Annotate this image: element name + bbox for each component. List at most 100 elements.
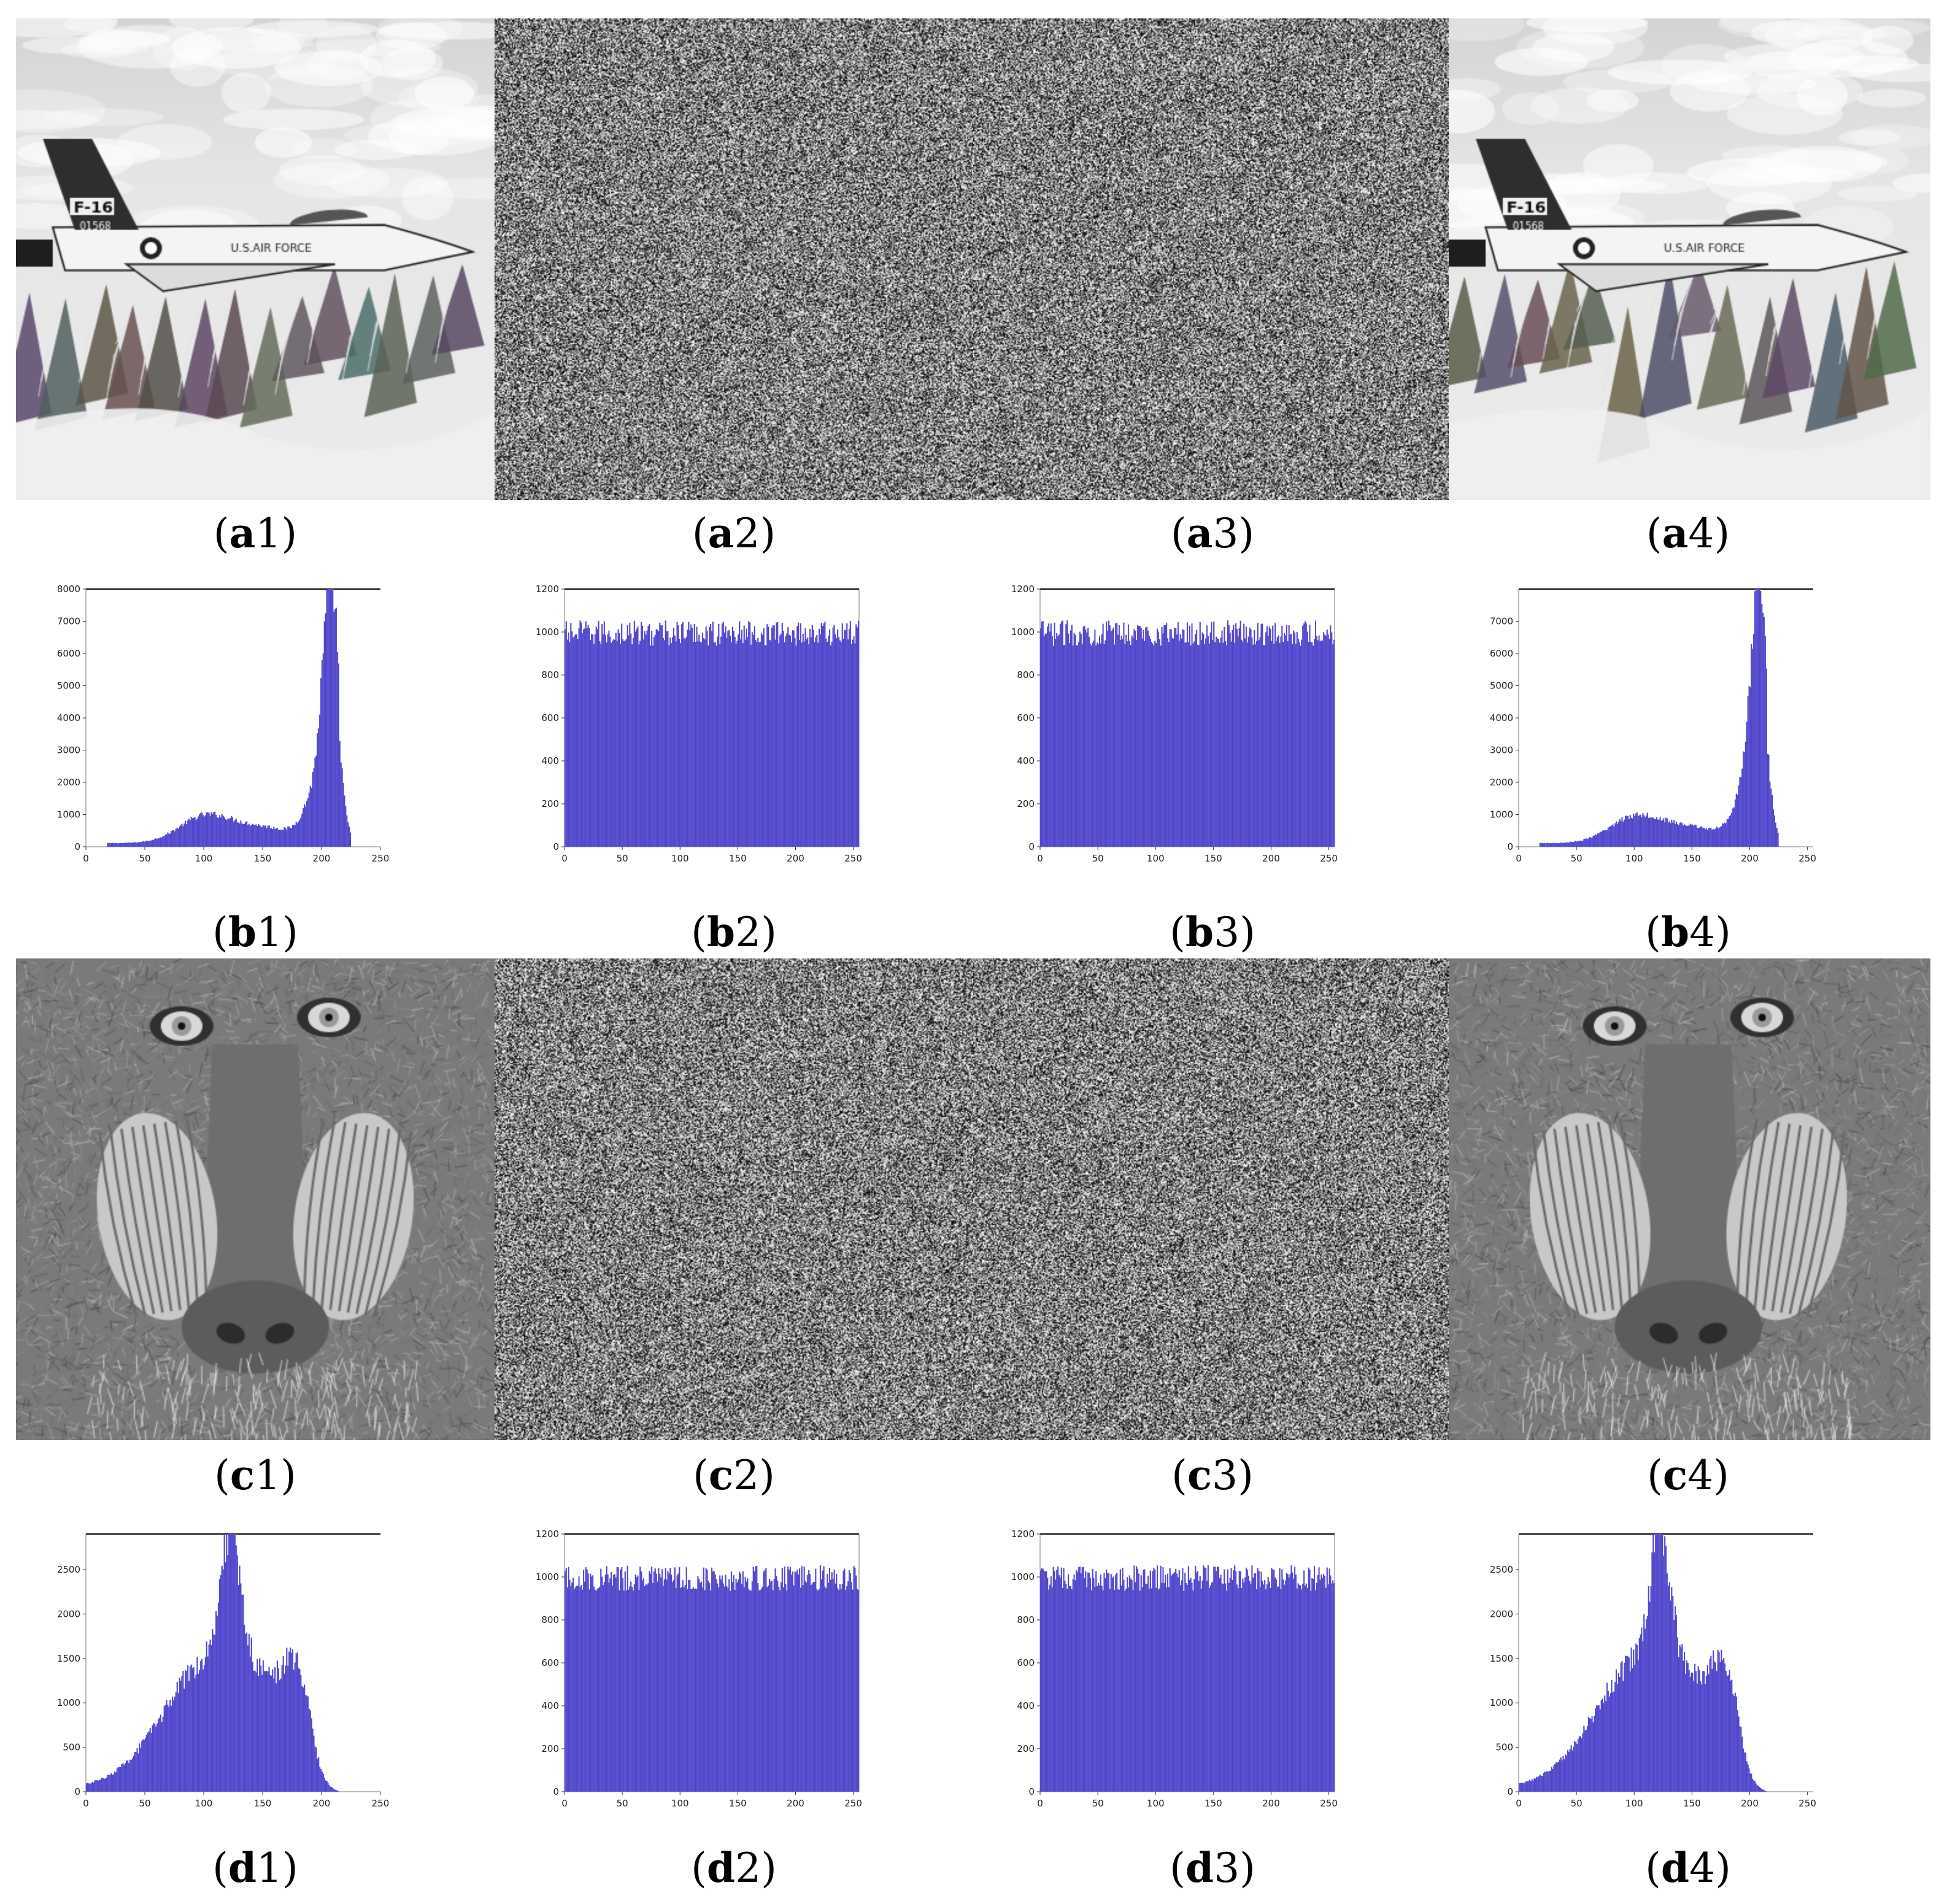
histogram-bar bbox=[1759, 1787, 1760, 1792]
histogram-bar bbox=[748, 621, 750, 847]
histogram-bar bbox=[586, 628, 588, 847]
histogram-bar bbox=[1717, 828, 1719, 847]
histogram-bar bbox=[103, 1778, 105, 1792]
histogram-bar bbox=[784, 1566, 785, 1792]
histogram-bar bbox=[145, 841, 147, 847]
histogram-bar bbox=[676, 1575, 678, 1792]
histogram-bar bbox=[1622, 821, 1624, 847]
histogram-bar bbox=[1714, 1662, 1717, 1792]
histogram-bar bbox=[1574, 841, 1576, 847]
histogram-bar bbox=[225, 1562, 226, 1792]
histogram-bar bbox=[1068, 643, 1071, 847]
histogram-bar bbox=[816, 634, 818, 847]
histogram-bar bbox=[847, 1581, 849, 1792]
histogram-bar bbox=[1199, 1576, 1201, 1792]
histogram-bar bbox=[300, 817, 302, 847]
histogram-bar bbox=[1331, 632, 1333, 847]
histogram-bar bbox=[798, 622, 800, 847]
histogram-bar bbox=[1192, 1590, 1194, 1792]
histogram-bar bbox=[673, 1580, 674, 1792]
histogram-bar bbox=[1310, 642, 1312, 847]
histogram-bar bbox=[695, 1588, 696, 1792]
histogram-bar bbox=[624, 640, 626, 847]
histogram-bar bbox=[1265, 632, 1267, 847]
histogram-bar bbox=[1258, 1571, 1260, 1792]
histogram-bar bbox=[817, 1590, 819, 1792]
histogram-bar bbox=[1156, 628, 1159, 847]
histogram-bar bbox=[1681, 823, 1683, 847]
histogram-bar bbox=[1206, 1580, 1208, 1792]
histogram-bar bbox=[1629, 815, 1631, 847]
histogram-bar bbox=[1213, 621, 1215, 847]
histogram-bar bbox=[1683, 825, 1684, 847]
histogram-bar bbox=[1163, 625, 1165, 847]
histogram-bar bbox=[273, 1678, 275, 1792]
histogram-bar bbox=[1527, 1781, 1530, 1792]
histogram-bar bbox=[719, 644, 721, 847]
x-tick-label: 100 bbox=[671, 1798, 689, 1809]
histogram-bar bbox=[590, 1573, 592, 1792]
histogram-bar bbox=[1562, 1756, 1564, 1792]
histogram-bar bbox=[1293, 1578, 1295, 1792]
histogram-bar bbox=[1578, 1736, 1580, 1792]
histogram-bar bbox=[169, 1700, 171, 1792]
histogram-bar bbox=[766, 1587, 768, 1792]
histogram-bar bbox=[1098, 636, 1101, 847]
histogram-bar bbox=[810, 637, 812, 847]
histogram-bar bbox=[1316, 1582, 1317, 1792]
histogram-bar bbox=[1260, 624, 1262, 847]
histogram-bar bbox=[1706, 830, 1708, 847]
histogram-bar bbox=[346, 815, 348, 847]
histogram-bar bbox=[1240, 620, 1241, 847]
histogram-bar bbox=[1130, 644, 1132, 847]
histogram-bar bbox=[121, 1764, 123, 1792]
histogram-bar bbox=[727, 631, 729, 847]
histogram-bar bbox=[307, 798, 309, 847]
histogram-bar bbox=[1576, 1744, 1578, 1792]
histogram-bar bbox=[336, 652, 339, 847]
histogram-bar bbox=[239, 823, 241, 847]
histogram-bar bbox=[1613, 1691, 1615, 1792]
histogram-bar bbox=[1521, 1783, 1522, 1792]
histogram-bar bbox=[742, 1571, 744, 1792]
histogram-bar bbox=[339, 741, 341, 847]
histogram-bar bbox=[1738, 785, 1740, 847]
histogram-bar bbox=[1254, 1573, 1255, 1792]
histogram-bar bbox=[661, 1569, 663, 1792]
caption-b1: (b1) bbox=[212, 908, 298, 956]
histogram-bar bbox=[1549, 843, 1551, 847]
histogram-bar bbox=[1684, 825, 1687, 847]
histogram-bar bbox=[1152, 1571, 1154, 1792]
histogram-bar bbox=[1306, 1587, 1308, 1792]
histogram-bar bbox=[1777, 833, 1779, 847]
histogram-bar bbox=[1220, 638, 1222, 847]
histogram-bar bbox=[644, 631, 646, 847]
histogram-bar bbox=[1166, 1573, 1169, 1792]
histogram-bar bbox=[721, 623, 723, 847]
histogram-bar bbox=[636, 1577, 638, 1792]
histogram-bar bbox=[1243, 623, 1245, 847]
histogram-bar bbox=[768, 626, 769, 847]
histogram-bar bbox=[1769, 781, 1771, 847]
histogram-bar bbox=[1186, 1582, 1187, 1792]
histogram-bar bbox=[228, 819, 230, 847]
histogram-bar bbox=[823, 623, 825, 847]
histogram-bar bbox=[1115, 623, 1117, 847]
histogram-bar bbox=[267, 825, 269, 847]
histogram-bar bbox=[1665, 1545, 1667, 1792]
histogram-bar bbox=[1266, 626, 1268, 847]
histogram-bar bbox=[827, 1574, 828, 1792]
histogram-bar bbox=[1586, 838, 1587, 847]
histogram-bar bbox=[1072, 1579, 1074, 1792]
histogram-bar bbox=[594, 1589, 596, 1792]
histogram-bar bbox=[1255, 1589, 1258, 1792]
histogram-bar bbox=[1179, 1585, 1181, 1792]
histogram-d1: 0 50 100 150 200 250 0 500 1000 1500 2000 2500 bbox=[43, 1525, 399, 1825]
histogram-bar bbox=[1267, 1577, 1269, 1792]
histogram-bar bbox=[1657, 819, 1659, 847]
histogram-bar bbox=[1562, 842, 1564, 847]
histogram-bar bbox=[657, 1581, 658, 1792]
histogram-bar bbox=[786, 633, 788, 847]
histogram-bar bbox=[1619, 1677, 1621, 1792]
histogram-bar bbox=[1636, 812, 1638, 847]
